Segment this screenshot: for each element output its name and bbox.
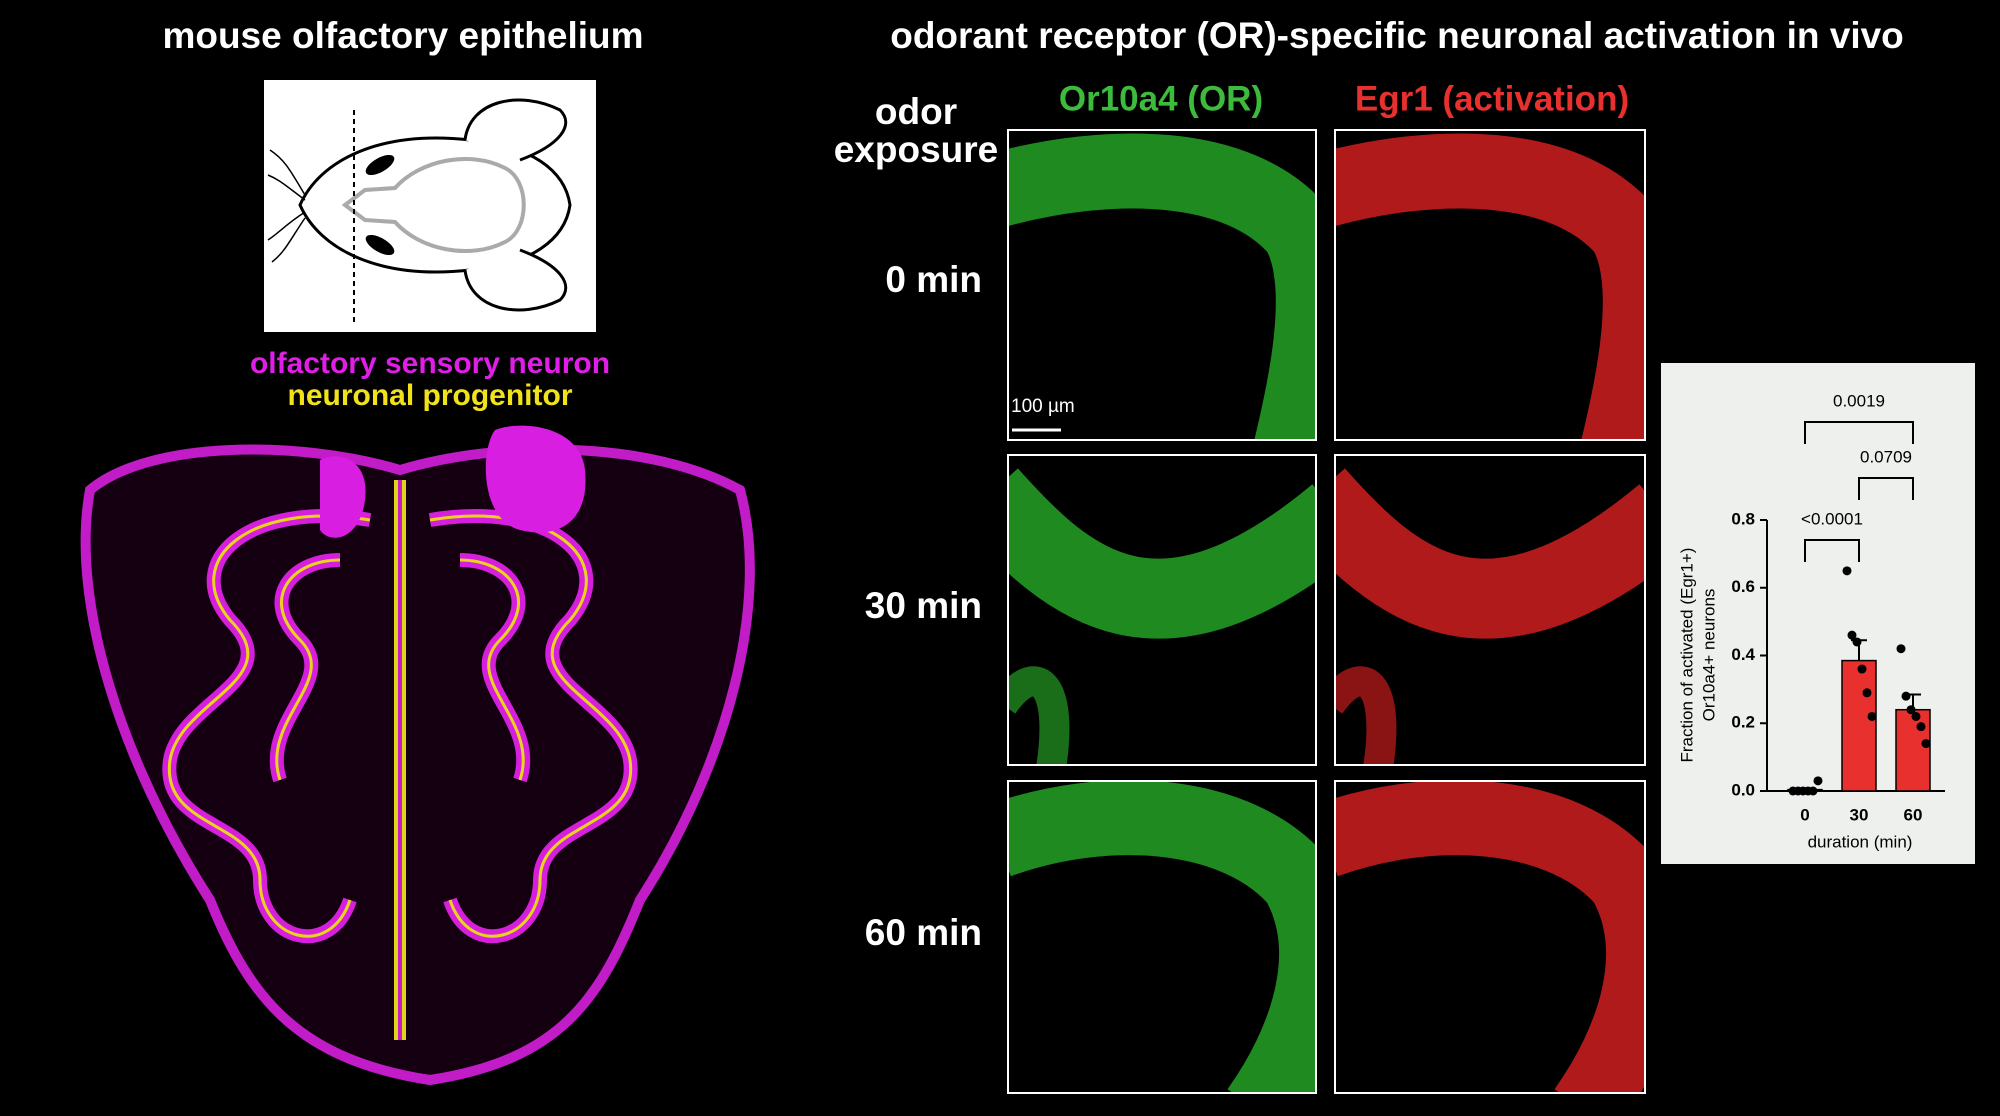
bar-chart: 0.0 0.2 0.4 0.6 0.8 0 30 60 duration (min) Fracti… (1677, 391, 1945, 851)
tissue-blob (320, 456, 366, 538)
bar (1841, 659, 1877, 792)
micrograph (1335, 455, 1645, 765)
micrograph (1008, 130, 1316, 440)
bar (1895, 708, 1931, 792)
tissue-band (1335, 781, 1645, 1093)
data-point (1921, 739, 1931, 749)
turbinate (167, 514, 371, 938)
data-point (1901, 691, 1911, 701)
data-point (1911, 711, 1921, 721)
micrograph (1335, 781, 1645, 1093)
row-header: exposure (834, 129, 999, 170)
data-point (1906, 705, 1916, 715)
p-value: <0.0001 (1801, 509, 1863, 528)
mouse-ear (463, 98, 568, 162)
column-header: Or10a4 (OR) (1059, 79, 1263, 118)
significance-bracket (1858, 477, 1914, 500)
mouse-brain (341, 156, 526, 254)
data-point (1916, 722, 1926, 732)
data-point (1808, 786, 1818, 796)
tissue-band (1008, 781, 1316, 1093)
tissue-band (1008, 468, 1316, 639)
x-tick-label: 0 (1800, 805, 1809, 824)
scale-bar-label: 100 µm (1011, 396, 1075, 417)
tissue-band (1335, 468, 1645, 639)
tissue-band (1335, 666, 1397, 765)
y-tick-label: 0.4 (1731, 645, 1755, 664)
data-point (1852, 637, 1862, 647)
tissue-blob (485, 425, 586, 533)
frame (1334, 780, 1646, 1094)
row-label: 30 min (865, 585, 982, 626)
mouse-eye (365, 154, 395, 176)
data-point (1862, 688, 1872, 698)
column-header: Egr1 (activation) (1355, 79, 1629, 118)
y-tick-label: 0.6 (1731, 577, 1755, 596)
x-axis-label: duration (min) (1808, 832, 1913, 851)
right-title: odorant receptor (OR)-specific neuronal … (890, 15, 1904, 56)
row-header: odor (875, 91, 957, 132)
whiskers (267, 149, 306, 263)
p-value: 0.0709 (1860, 447, 1912, 466)
turbinate (429, 514, 633, 938)
data-point (1842, 566, 1852, 576)
data-point (1867, 711, 1877, 721)
tissue-band (1008, 666, 1070, 765)
micrograph (1008, 781, 1316, 1093)
row-label: 60 min (865, 912, 982, 953)
legend-label: olfactory sensory neuron (250, 347, 610, 380)
tissue-band (1335, 133, 1645, 440)
x-tick-label: 30 (1850, 805, 1869, 824)
data-point (1813, 776, 1823, 786)
data-point (1857, 664, 1867, 674)
frame (1334, 454, 1646, 766)
frame (1334, 129, 1646, 441)
y-axis-label: Fraction of activated (Egr1+) (1677, 548, 1696, 763)
legend-label: neuronal progenitor (288, 379, 573, 412)
micrograph (1008, 455, 1316, 765)
mouse-eye (365, 234, 395, 256)
data-point (1896, 644, 1906, 654)
row-label: 0 min (885, 259, 982, 300)
y-tick-label: 0.8 (1731, 509, 1755, 528)
data-point (1847, 630, 1857, 640)
micrograph-frames (1007, 129, 1646, 1094)
significance-bracket (1804, 421, 1914, 444)
y-tick-label: 0.2 (1731, 713, 1755, 732)
frame (1007, 129, 1317, 441)
frame (1007, 454, 1317, 766)
frame (1007, 780, 1317, 1094)
y-axis-label: Or10a4+ neurons (1699, 589, 1718, 722)
significance-bracket (1804, 539, 1860, 562)
left-title: mouse olfactory epithelium (162, 15, 643, 56)
tissue-band (1008, 133, 1316, 440)
x-tick-label: 60 (1904, 805, 1923, 824)
micrograph (1335, 130, 1645, 440)
p-value: 0.0019 (1833, 391, 1885, 410)
y-tick-label: 0.0 (1731, 780, 1755, 799)
mouse-ear (463, 248, 568, 312)
